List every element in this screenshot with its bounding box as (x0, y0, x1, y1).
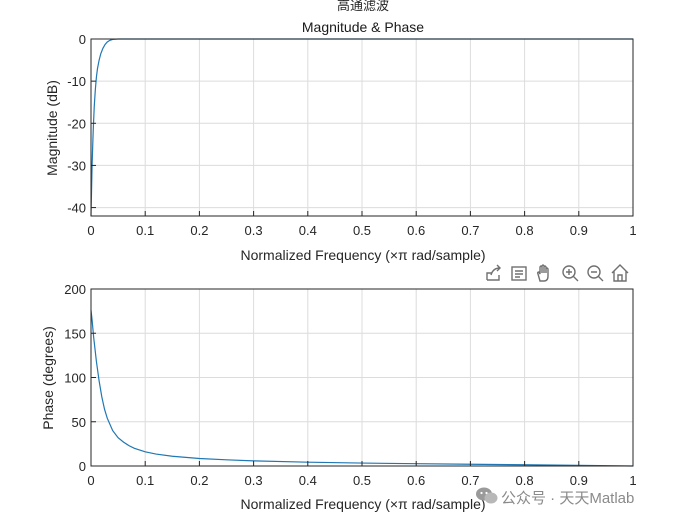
magnitude-x-tick-label: 0.5 (353, 223, 371, 238)
phase-y-tick-label: 150 (64, 326, 86, 341)
magnitude-grid (90, 38, 634, 216)
phase-x-tick-label: 0.9 (570, 473, 588, 488)
phase-y-tick-label: 0 (79, 459, 86, 474)
magnitude-x-tick-label: 0.2 (190, 223, 208, 238)
phase-y-tick-label: 100 (64, 371, 86, 386)
magnitude-y-tick-label: -30 (67, 158, 86, 173)
magnitude-x-tick-label: 1 (629, 223, 636, 238)
phase-x-tick-label: 0.3 (245, 473, 263, 488)
home-icon[interactable] (611, 264, 629, 282)
phase-x-tick-label: 1 (629, 473, 636, 488)
magnitude-y-tick-label: -20 (67, 116, 86, 131)
magnitude-x-tick-label: 0.4 (299, 223, 317, 238)
export-icon[interactable] (486, 264, 501, 281)
phase-grid (90, 288, 634, 467)
phase-x-tick-label: 0.5 (353, 473, 371, 488)
figure-suptitle: 高通滤波 (337, 0, 389, 13)
phase-x-tick-label: 0.6 (407, 473, 425, 488)
magnitude-y-tick-label: -40 (67, 201, 86, 216)
phase-x-tick-label: 0.4 (299, 473, 317, 488)
phase-x-tick-label: 0.7 (461, 473, 479, 488)
magnitude-x-tick-label: 0.7 (461, 223, 479, 238)
phase-y-ticks: 0 50 100 150 200 (64, 282, 96, 474)
magnitude-y-ticks: -40 -30 -20 -10 0 (67, 32, 96, 216)
magnitude-x-tick-label: 0.8 (516, 223, 534, 238)
axes-toolbar (486, 264, 629, 282)
phase-x-axis-label: Normalized Frequency (×π rad/sample) (240, 496, 485, 512)
wechat-icon (476, 487, 498, 504)
pan-hand-icon[interactable] (536, 264, 549, 282)
phase-x-tick-label: 0.1 (136, 473, 154, 488)
zoom-in-icon[interactable] (562, 265, 579, 282)
datatip-icon[interactable] (511, 266, 527, 281)
zoom-out-icon[interactable] (587, 265, 604, 282)
phase-x-tick-label: 0.8 (516, 473, 534, 488)
magnitude-x-tick-label: 0.1 (136, 223, 154, 238)
magnitude-x-tick-label: 0.3 (245, 223, 263, 238)
magnitude-axes[interactable]: Magnitude & Phase 0 0.1 0.2 0.3 0.4 0.5 0.6 0.7… (44, 19, 637, 263)
phase-y-tick-label: 200 (64, 282, 86, 297)
magnitude-y-tick-label: -10 (67, 74, 86, 89)
watermark-text: 公众号 · 天天Matlab (501, 490, 634, 507)
phase-y-tick-label: 50 (72, 415, 86, 430)
watermark: 公众号 · 天天Matlab (476, 487, 634, 507)
magnitude-x-axis-label: Normalized Frequency (×π rad/sample) (240, 247, 485, 263)
magnitude-x-tick-label: 0.6 (407, 223, 425, 238)
magnitude-y-tick-label: 0 (79, 32, 86, 47)
phase-x-tick-label: 0 (87, 473, 94, 488)
phase-y-axis-label: Phase (degrees) (40, 326, 56, 430)
magnitude-x-tick-label: 0 (87, 223, 94, 238)
phase-series-line (90, 310, 634, 467)
magnitude-x-tick-label: 0.9 (570, 223, 588, 238)
magnitude-y-axis-label: Magnitude (dB) (44, 80, 60, 176)
magnitude-axes-title: Magnitude & Phase (302, 19, 424, 35)
magnitude-x-ticks: 0 0.1 0.2 0.3 0.4 0.5 0.6 0.7 0.8 0.9 1 (87, 211, 637, 238)
phase-x-tick-label: 0.2 (190, 473, 208, 488)
phase-axes[interactable]: 0 0.1 0.2 0.3 0.4 0.5 0.6 0.7 0.8 0.9 1 0 50 100 150 2… (40, 282, 637, 512)
phase-x-ticks: 0 0.1 0.2 0.3 0.4 0.5 0.6 0.7 0.8 0.9 1 (87, 461, 637, 488)
